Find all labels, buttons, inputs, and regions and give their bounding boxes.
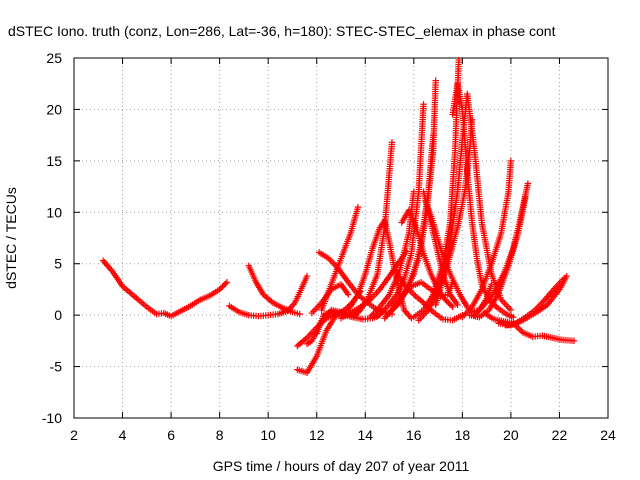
series-27	[459, 157, 515, 321]
y-tick-label: -10	[42, 410, 62, 426]
x-tick-label: 16	[406, 427, 422, 443]
x-tick-label: 22	[552, 427, 568, 443]
series-26	[391, 265, 466, 324]
grid-lines	[74, 58, 608, 418]
data-point	[216, 286, 223, 293]
y-tick-label: 5	[54, 256, 62, 272]
data-point	[570, 337, 578, 345]
y-tick-label: 15	[46, 153, 62, 169]
data-point	[220, 281, 228, 289]
x-tick-label: 20	[503, 427, 519, 443]
y-tick-label: 10	[46, 204, 62, 220]
data-point	[443, 297, 451, 305]
data-point	[296, 310, 303, 318]
series-1	[99, 257, 231, 320]
data-point	[219, 283, 226, 290]
x-tick-label: 14	[357, 427, 373, 443]
series-22	[449, 80, 517, 321]
y-tick-label: 20	[46, 101, 62, 117]
data-point	[345, 291, 352, 298]
plot-frame	[73, 57, 609, 419]
x-tick-label: 12	[309, 427, 325, 443]
data-point	[449, 279, 456, 286]
data-point	[445, 299, 452, 306]
series-23	[398, 207, 456, 311]
data-point	[432, 77, 439, 84]
data-point	[222, 280, 229, 287]
series-3	[245, 262, 303, 318]
x-tick-label: 24	[600, 427, 616, 443]
data-point	[354, 203, 362, 211]
series-29	[466, 193, 529, 321]
x-axis-label: GPS time / hours of day 207 of year 2011	[213, 458, 470, 474]
data-point	[455, 56, 462, 64]
data-point	[522, 193, 529, 201]
series-32	[502, 274, 568, 329]
data-point	[349, 314, 357, 321]
x-tick-label: 4	[119, 427, 127, 443]
x-tick-label: 10	[260, 427, 276, 443]
data-point	[223, 279, 231, 286]
chart-title: dSTEC Iono. truth (conz, Lon=286, Lat=-3…	[8, 23, 556, 39]
data-series	[99, 56, 578, 376]
data-point	[507, 306, 515, 314]
y-tick-label: 0	[54, 307, 62, 323]
data-point	[507, 157, 515, 165]
data-point	[420, 101, 427, 108]
data-point	[524, 180, 532, 187]
data-point	[446, 300, 453, 308]
x-tick-label: 6	[167, 427, 175, 443]
data-point	[510, 314, 517, 321]
y-axis-label: dSTEC / TECUs	[3, 187, 19, 289]
series-13	[337, 248, 410, 322]
data-point	[217, 284, 225, 292]
series-10	[318, 203, 362, 314]
data-point	[303, 272, 311, 280]
data-point	[447, 302, 455, 309]
x-tick-label: 8	[216, 427, 224, 443]
y-tick-labels: -10 -5 0 5 10 15 20 25	[42, 50, 62, 426]
x-tick-label: 2	[70, 427, 78, 443]
y-tick-label: 25	[46, 50, 62, 66]
data-point	[561, 274, 568, 282]
data-point	[449, 303, 456, 311]
data-point	[430, 131, 437, 139]
x-tick-labels: 2 4 6 8 10 12 14 16 18 20 22 24	[70, 427, 616, 443]
y-tick-label: -5	[50, 359, 63, 375]
data-point	[516, 326, 524, 333]
data-point	[388, 139, 396, 146]
x-tick-label: 18	[455, 427, 471, 443]
axis-ticks	[73, 57, 609, 419]
data-point	[454, 301, 461, 309]
